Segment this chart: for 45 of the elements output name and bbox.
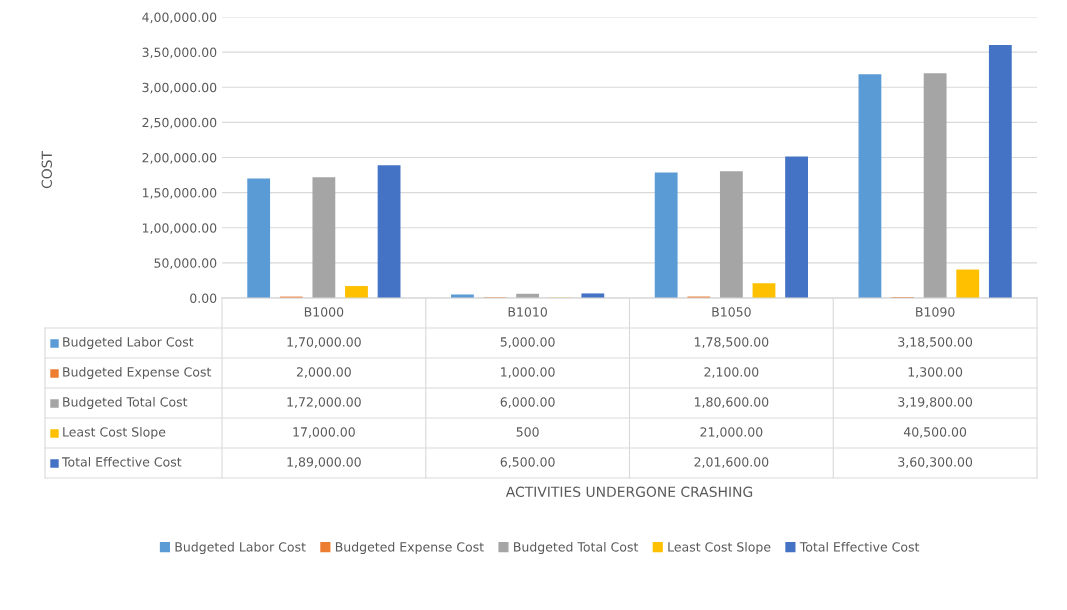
data-label: 6,500.00	[500, 457, 555, 468]
data-label: 1,72,000.00	[287, 397, 361, 408]
text: Least Cost Slope	[668, 541, 771, 555]
data-label: 3,18,500.00	[898, 337, 973, 348]
y-tick-label: 2,50,000.00	[142, 117, 217, 129]
y-tick-label: 1,00,000.00	[142, 223, 217, 234]
data-label: 17,000.00	[293, 427, 355, 438]
y-tick-label: 2,00,000.00	[142, 152, 217, 164]
y-tick-label: 3,50,000.00	[142, 47, 217, 59]
data-label: 3,60,300.00	[898, 457, 973, 468]
legend-label: Budgeted Expense Cost	[63, 366, 212, 380]
data-label: 2,01,600.00	[694, 457, 769, 468]
y-tick-label: 0.00	[190, 293, 217, 303]
legend-label: Total Effective Cost	[799, 541, 920, 552]
data-label: 1,300.00	[908, 367, 963, 378]
y-tick-label: 3,00,000.00	[142, 82, 217, 94]
data-label: 1,78,500.00	[694, 337, 769, 348]
legend-label: Budgeted Total Cost	[63, 396, 188, 410]
data-label: 2,100.00	[704, 367, 759, 378]
y-tick-label: 4,00,000.00	[142, 12, 217, 24]
text: Budgeted Total Cost	[514, 541, 639, 555]
data-label: 1,80,600.00	[694, 397, 769, 408]
data-label: 1,000.00	[501, 367, 555, 378]
data-label: 40,500.00	[903, 427, 967, 438]
text: Budgeted Expense Cost	[335, 541, 484, 555]
data-label: 2,000.00	[296, 367, 351, 378]
data-label: 500	[516, 427, 539, 437]
text: Budgeted Labor Cost	[175, 541, 306, 555]
legend-label: Budgeted Labor Cost	[63, 336, 194, 350]
text: COST	[41, 151, 53, 189]
data-label: 3,19,800.00	[898, 397, 973, 408]
y-tick-label: 50,000.00	[154, 258, 217, 270]
y-tick-label: 1,50,000.00	[142, 188, 217, 199]
data-label: 1,89,000.00	[287, 457, 361, 468]
text: ACTIVITIES UNDERGONE CRASHING	[505, 486, 753, 498]
x-tick-label: B1010	[508, 307, 547, 317]
x-tick-label: B1000	[304, 307, 344, 317]
text: Total Effective Cost	[61, 456, 182, 467]
data-label: 6,000.00	[500, 397, 555, 408]
data-label: 5,000.00	[500, 337, 555, 348]
legend-label: Least Cost Slope	[63, 426, 166, 440]
data-label: 1,70,000.00	[287, 337, 361, 348]
x-tick-label: B1050	[712, 307, 751, 317]
data-label: 21,000.00	[700, 427, 763, 438]
x-tick-label: B1090	[916, 307, 955, 317]
